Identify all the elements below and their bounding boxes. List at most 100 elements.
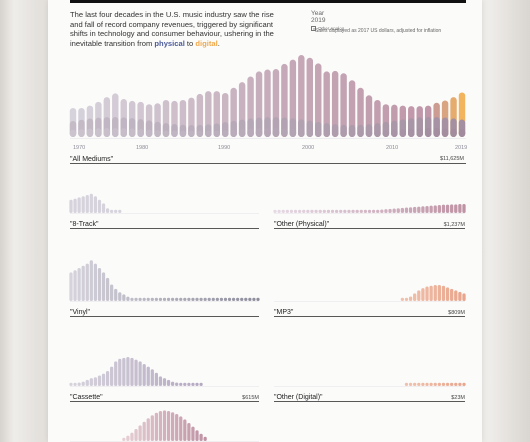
other-digital-bar bbox=[425, 382, 429, 386]
mp3-bar bbox=[458, 291, 462, 301]
other-physical-bar bbox=[293, 209, 298, 213]
other-physical-bar bbox=[392, 208, 396, 213]
all-mediums-segment bbox=[374, 130, 381, 137]
checkbox-icon[interactable] bbox=[311, 26, 316, 31]
other-physical-bar bbox=[347, 209, 351, 213]
vinyl-bar bbox=[223, 297, 228, 301]
other-physical-bar bbox=[454, 204, 458, 213]
eight-track-bar bbox=[81, 196, 85, 213]
other-physical-bar bbox=[421, 206, 425, 213]
vinyl-bar bbox=[240, 297, 244, 301]
other-physical-bar bbox=[314, 209, 318, 213]
vinyl-bar bbox=[150, 297, 154, 301]
other-digital-bar bbox=[445, 382, 450, 386]
all-mediums-segment bbox=[103, 128, 111, 137]
eight-track-bar bbox=[77, 197, 81, 213]
physical-highlight: physical bbox=[154, 38, 185, 48]
header-bar bbox=[70, 0, 466, 3]
vinyl-bar bbox=[69, 272, 73, 301]
other-digital-value: $23M bbox=[451, 395, 465, 401]
other-physical-bar bbox=[437, 205, 441, 213]
vinyl-bar bbox=[138, 297, 142, 301]
other-digital-bar bbox=[454, 382, 458, 386]
vinyl-bar bbox=[215, 297, 219, 301]
x-tick-label: 2019 bbox=[455, 145, 467, 151]
vinyl-bar bbox=[134, 297, 138, 301]
cassette-bar bbox=[134, 359, 138, 386]
eight-track-bar bbox=[101, 203, 106, 213]
intro-connector: to bbox=[184, 38, 196, 48]
all-mediums-segment bbox=[331, 130, 339, 137]
other-digital-bar bbox=[417, 382, 421, 386]
all-mediums-segment bbox=[86, 128, 94, 137]
cd-bar bbox=[179, 416, 183, 441]
all-mediums-segment bbox=[205, 130, 212, 137]
mp3-bar bbox=[400, 297, 405, 301]
vinyl-bar bbox=[252, 297, 256, 301]
vinyl-bar bbox=[97, 268, 102, 301]
other-physical-bar bbox=[277, 209, 281, 213]
intro-end: . bbox=[217, 38, 220, 48]
all-mediums-segment bbox=[128, 128, 136, 137]
mp3-title: "MP3" bbox=[274, 309, 294, 316]
all-mediums-bar bbox=[331, 70, 339, 137]
vinyl-bar bbox=[154, 297, 158, 301]
other-analog-toggle[interactable]: Other Analog bbox=[311, 26, 344, 31]
other-physical-bar bbox=[413, 206, 417, 213]
x-tick-label: 1980 bbox=[136, 145, 148, 151]
cassette-bar bbox=[199, 382, 203, 386]
all-mediums-segment bbox=[458, 129, 466, 137]
all-mediums-segment bbox=[323, 130, 330, 137]
other-physical-bar bbox=[367, 209, 372, 213]
other-physical-bar bbox=[462, 204, 466, 213]
cassette-bar bbox=[77, 382, 81, 386]
mp3-bar bbox=[462, 293, 466, 301]
cassette-bar bbox=[81, 381, 85, 386]
cassette-bar bbox=[154, 372, 158, 386]
other-digital-bar bbox=[421, 382, 425, 386]
eight-track-bar bbox=[105, 208, 110, 213]
mp3-bar bbox=[413, 293, 417, 301]
vinyl-bar bbox=[77, 268, 81, 301]
all-mediums-bar bbox=[306, 57, 313, 137]
other-digital-bar bbox=[441, 382, 446, 386]
all-mediums-segment bbox=[112, 128, 119, 137]
other-physical-title: "Other (Physical)" bbox=[274, 221, 330, 228]
inflation-note: *Sales displayed as 2017 US dollars, adj… bbox=[313, 28, 442, 34]
x-tick-label: 1970 bbox=[73, 145, 85, 151]
other-physical-bar bbox=[359, 209, 363, 213]
all-mediums-segment bbox=[196, 130, 204, 137]
year-value[interactable]: 2019 bbox=[311, 17, 326, 24]
all-mediums-segment bbox=[357, 130, 364, 137]
cd-bar bbox=[158, 411, 163, 441]
other-physical-bar bbox=[351, 209, 355, 213]
intro-paragraph: The last four decades in the U.S. music … bbox=[70, 10, 278, 48]
all-mediums-segment bbox=[230, 129, 237, 137]
vinyl-bar bbox=[85, 263, 89, 301]
mp3-bar bbox=[417, 290, 421, 301]
cassette-bar bbox=[142, 364, 146, 386]
other-physical-bar bbox=[458, 204, 462, 213]
other-physical-bar bbox=[281, 209, 285, 213]
all-mediums-segment bbox=[382, 130, 390, 137]
vinyl-bar bbox=[236, 297, 240, 301]
cd-bar bbox=[195, 430, 199, 441]
cassette-bar bbox=[105, 371, 110, 386]
other-physical-bar bbox=[376, 209, 380, 213]
vinyl-bar bbox=[227, 297, 232, 301]
other-physical-bar bbox=[334, 209, 339, 213]
cd-bar bbox=[138, 425, 142, 441]
vinyl-bar bbox=[146, 297, 150, 301]
other-physical-bar bbox=[289, 209, 294, 213]
cassette-bar bbox=[130, 357, 134, 386]
all-mediums-segment bbox=[154, 130, 161, 137]
all-mediums-segment bbox=[179, 130, 187, 137]
vinyl-bar bbox=[101, 272, 106, 301]
other-digital-bar bbox=[450, 382, 454, 386]
all-mediums-segment bbox=[441, 128, 449, 137]
eight-track-bar bbox=[114, 209, 118, 213]
other-physical-bar bbox=[408, 207, 413, 213]
cd-bar bbox=[134, 429, 138, 441]
other-physical-bar bbox=[441, 204, 446, 213]
other-digital-bar bbox=[437, 382, 441, 386]
